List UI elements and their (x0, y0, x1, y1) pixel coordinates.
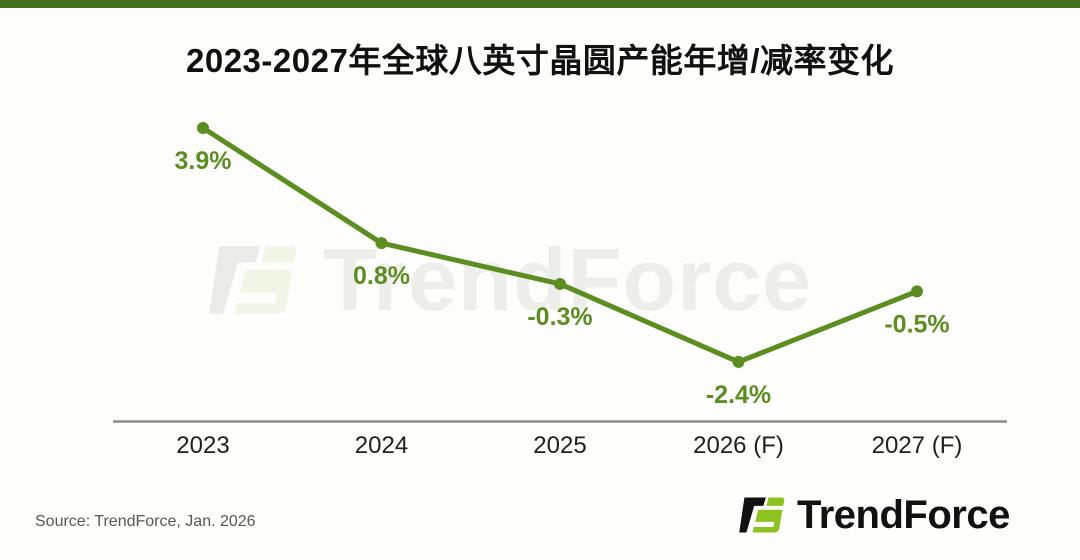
x-axis-label-2023: 2023 (176, 432, 229, 459)
value-label-2025: -0.3% (527, 303, 592, 331)
value-label-2023: 3.9% (175, 147, 232, 175)
chart-title: 2023-2027年全球八英寸晶圆产能年增/减率变化 (186, 42, 894, 79)
trendforce-logo-text: TrendForce (797, 492, 1010, 537)
x-axis-label-2027 (F): 2027 (F) (872, 432, 963, 459)
source-note: Source: TrendForce, Jan. 2026 (35, 513, 256, 530)
value-label-2026 (F): -2.4% (706, 381, 771, 409)
value-label-2027 (F): -0.5% (884, 310, 949, 338)
x-axis-label-2026 (F): 2026 (F) (693, 432, 784, 459)
data-point-2023 (197, 121, 209, 134)
data-point-2025 (554, 277, 566, 290)
trendforce-logo-mark (739, 497, 785, 533)
top-accent-bar (0, 0, 1080, 8)
data-point-2026 (F) (732, 355, 745, 368)
value-label-2024: 0.8% (353, 262, 410, 290)
x-axis-label-2025: 2025 (533, 432, 586, 459)
x-axis-label-2024: 2024 (355, 432, 408, 459)
data-point-2024 (375, 237, 388, 250)
trendforce-logo: TrendForce (736, 488, 1010, 542)
data-point-2027 (F) (911, 285, 923, 298)
